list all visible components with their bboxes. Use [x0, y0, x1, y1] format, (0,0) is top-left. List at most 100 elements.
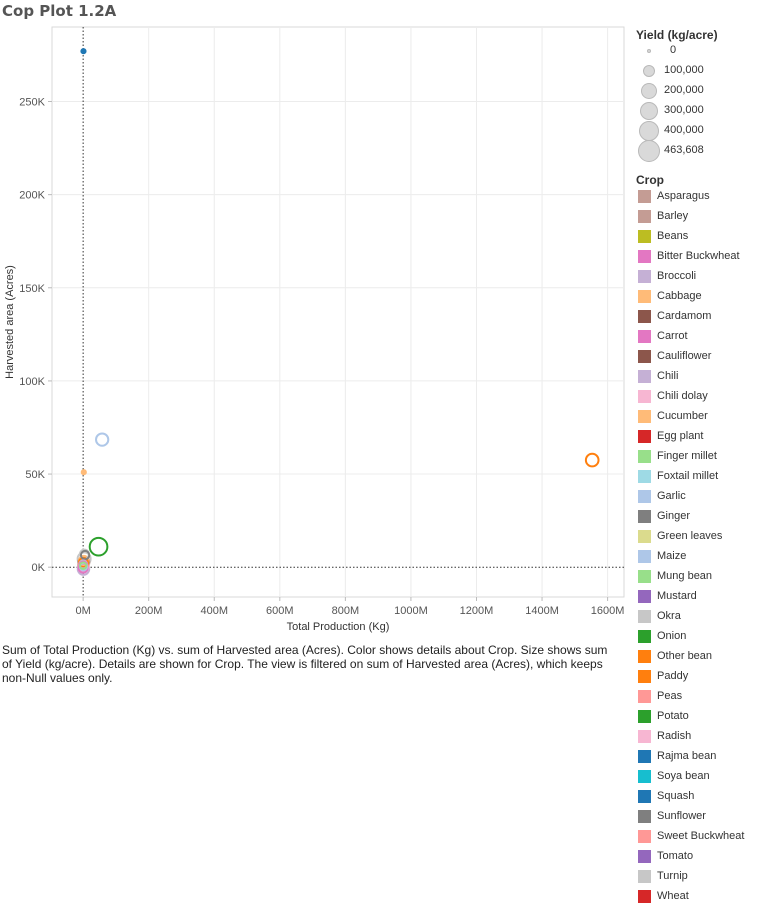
legend-label: Carrot: [657, 330, 688, 342]
data-point: [78, 561, 88, 570]
x-tick-label: 1400M: [525, 605, 559, 617]
legend-swatch: [638, 270, 651, 283]
data-point: [88, 536, 109, 557]
y-tick-label: 200K: [19, 190, 45, 202]
size-legend-circle: [642, 64, 656, 78]
x-tick-label: 0M: [75, 605, 90, 617]
legend-label: Cabbage: [657, 290, 702, 302]
size-legend-label: 0: [670, 44, 677, 56]
legend-swatch: [638, 770, 651, 783]
legend-swatch: [638, 230, 651, 243]
legend-swatch: [638, 850, 651, 863]
x-tick-label: 800M: [332, 605, 360, 617]
x-axis-label: Total Production (Kg): [287, 621, 390, 633]
legend-swatch: [638, 430, 651, 443]
legend-swatch: [638, 190, 651, 203]
legend-swatch: [638, 690, 651, 703]
data-point: [95, 432, 110, 447]
legend-label: Cauliflower: [657, 350, 712, 362]
legend-swatch: [638, 610, 651, 623]
size-legend-circle: [646, 48, 652, 54]
y-axis-label: Harvested area (Acres): [4, 265, 16, 379]
legend-label: Maize: [657, 550, 687, 562]
legend-swatch: [638, 830, 651, 843]
legend-label: Green leaves: [657, 530, 723, 542]
x-tick-label: 1200M: [460, 605, 494, 617]
legend-label: Onion: [657, 630, 687, 642]
legend-label: Beans: [657, 230, 689, 242]
legend-swatch: [638, 590, 651, 603]
legend-label: Barley: [657, 210, 689, 222]
x-tick-label: 400M: [200, 605, 228, 617]
legend-label: Radish: [657, 730, 692, 742]
x-tick-label: 200M: [135, 605, 163, 617]
legend-label: Peas: [657, 690, 683, 702]
legend-swatch: [638, 390, 651, 403]
legend-label: Wheat: [657, 890, 689, 902]
legend-swatch: [638, 870, 651, 883]
legend-swatch: [638, 350, 651, 363]
legend-swatch: [638, 330, 651, 343]
legend-swatch: [638, 650, 651, 663]
legend-label: Sunflower: [657, 810, 706, 822]
legend-label: Soya bean: [657, 770, 710, 782]
plot-area: [51, 26, 625, 598]
color-legend-title: Crop: [636, 173, 664, 187]
y-tick-label: 150K: [19, 283, 45, 295]
legend-label: Chili: [657, 370, 679, 382]
y-tick-label: 50K: [25, 469, 45, 481]
legend-swatch: [638, 570, 651, 583]
legend-swatch: [638, 210, 651, 223]
legend-label: Egg plant: [657, 430, 704, 442]
legend-label: Potato: [657, 710, 689, 722]
legend-label: Finger millet: [657, 450, 717, 462]
legend-swatch: [638, 790, 651, 803]
legend-label: Sweet Buckwheat: [657, 830, 745, 842]
legend-swatch: [638, 530, 651, 543]
legend-swatch: [638, 370, 651, 383]
legend-swatch: [638, 890, 651, 903]
legend-label: Broccoli: [657, 270, 697, 282]
size-legend-title: Yield (kg/acre): [636, 28, 718, 42]
x-tick-label: 600M: [266, 605, 294, 617]
legend-swatch: [638, 710, 651, 723]
legend-swatch: [638, 310, 651, 323]
y-tick-label: 250K: [19, 97, 45, 109]
legend-label: Turnip: [657, 870, 688, 882]
legend-swatch: [638, 470, 651, 483]
legend-swatch: [638, 630, 651, 643]
legend-swatch: [638, 730, 651, 743]
chart-caption: Sum of Total Production (Kg) vs. sum of …: [2, 643, 608, 685]
legend-label: Cucumber: [657, 410, 708, 422]
legend-label: Mustard: [657, 590, 697, 602]
x-tick-label: 1000M: [394, 605, 428, 617]
size-legend-circle: [639, 101, 659, 121]
legend-label: Tomato: [657, 850, 694, 862]
legend-swatch: [638, 510, 651, 523]
data-point: [80, 48, 87, 55]
legend-swatch: [638, 250, 651, 263]
legend-swatch: [638, 290, 651, 303]
legend-label: Squash: [657, 790, 695, 802]
legend-label: Paddy: [657, 670, 689, 682]
legend-swatch: [638, 550, 651, 563]
legend-swatch: [638, 750, 651, 763]
size-legend-circle: [641, 83, 657, 99]
legend-label: Cardamom: [657, 310, 712, 322]
legend-swatch: [638, 410, 651, 423]
legend-label: Foxtail millet: [657, 470, 719, 482]
data-point: [79, 549, 91, 561]
size-legend-label: 400,000: [664, 124, 704, 136]
x-tick-label: 1600M: [591, 605, 625, 617]
size-legend-label: 463,608: [664, 144, 704, 156]
y-tick-label: 0K: [32, 562, 46, 574]
legend-swatch: [638, 810, 651, 823]
legend-label: Mung bean: [657, 570, 713, 582]
legend-label: Chili dolay: [657, 390, 708, 402]
legend-swatch: [638, 450, 651, 463]
legend-label: Asparagus: [657, 190, 710, 202]
size-legend-circle: [637, 139, 661, 163]
legend-label: Garlic: [657, 490, 686, 502]
size-legend-label: 300,000: [664, 104, 704, 116]
